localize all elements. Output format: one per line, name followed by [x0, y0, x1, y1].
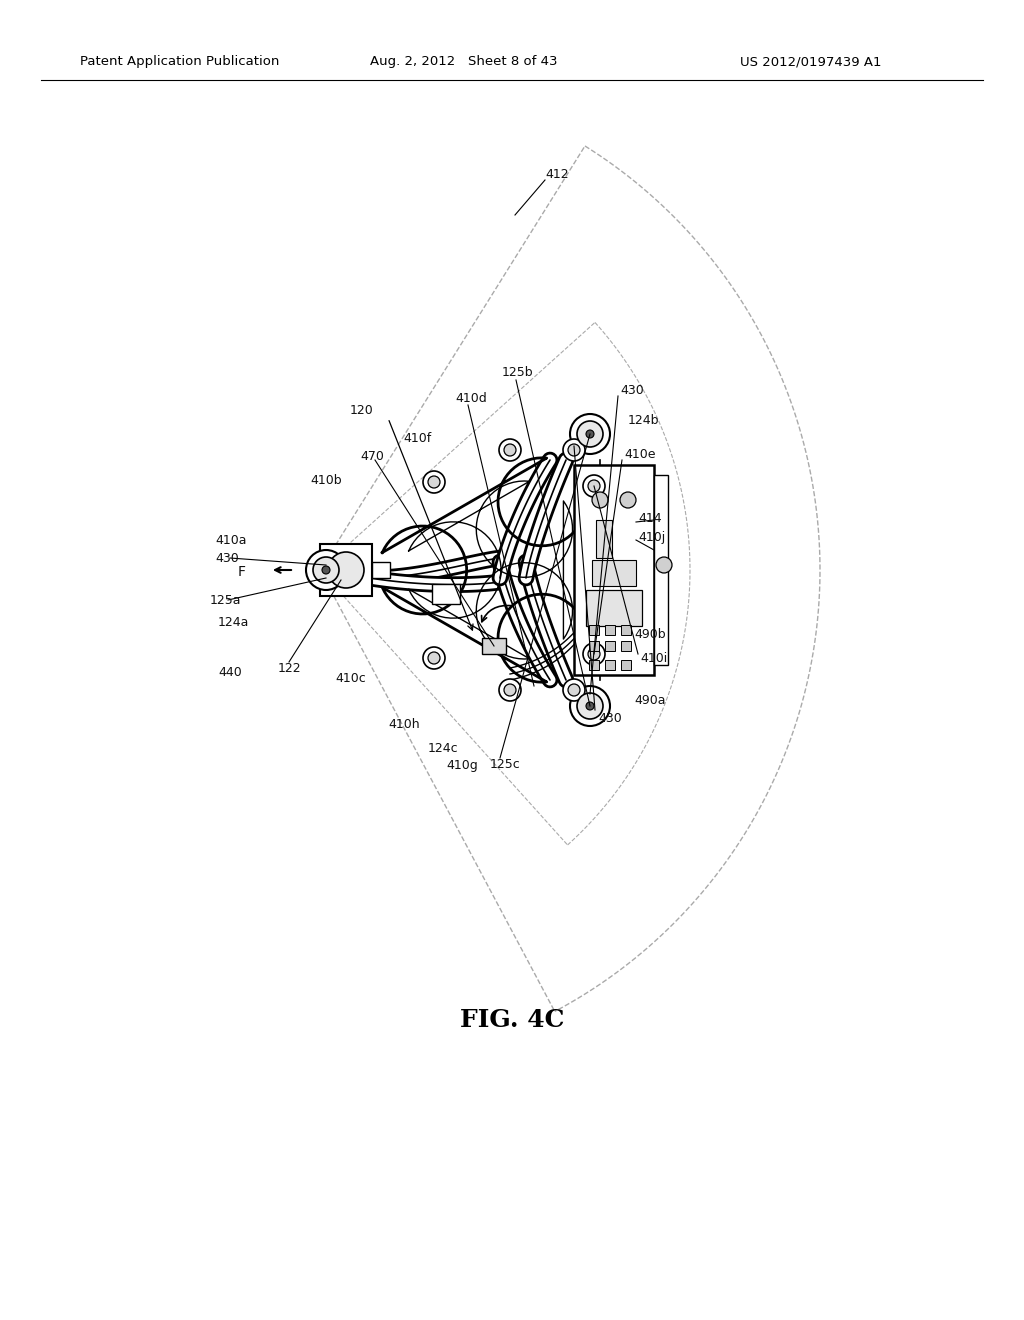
Circle shape	[656, 557, 672, 573]
FancyBboxPatch shape	[589, 642, 599, 651]
Circle shape	[577, 693, 603, 719]
Text: 410a: 410a	[215, 533, 247, 546]
Circle shape	[588, 480, 600, 492]
Text: 410i: 410i	[640, 652, 668, 664]
Text: 430: 430	[598, 711, 622, 725]
Text: FIG. 4C: FIG. 4C	[460, 1008, 564, 1032]
Text: 412: 412	[545, 169, 568, 181]
FancyBboxPatch shape	[605, 624, 615, 635]
Circle shape	[428, 652, 440, 664]
FancyBboxPatch shape	[621, 624, 631, 635]
Text: Patent Application Publication: Patent Application Publication	[80, 55, 280, 69]
FancyBboxPatch shape	[574, 465, 654, 675]
FancyBboxPatch shape	[592, 560, 636, 586]
Text: Aug. 2, 2012   Sheet 8 of 43: Aug. 2, 2012 Sheet 8 of 43	[370, 55, 557, 69]
FancyBboxPatch shape	[319, 544, 372, 597]
FancyBboxPatch shape	[586, 590, 642, 626]
Text: 430: 430	[215, 552, 239, 565]
Circle shape	[586, 430, 594, 438]
Text: F: F	[238, 565, 246, 579]
Circle shape	[592, 492, 608, 508]
Circle shape	[620, 492, 636, 508]
Text: 120: 120	[350, 404, 374, 417]
Circle shape	[568, 684, 580, 696]
FancyBboxPatch shape	[621, 642, 631, 651]
Circle shape	[328, 552, 364, 587]
Text: US 2012/0197439 A1: US 2012/0197439 A1	[740, 55, 882, 69]
FancyBboxPatch shape	[432, 583, 460, 605]
Circle shape	[563, 678, 585, 701]
Text: 410f: 410f	[403, 432, 431, 445]
Circle shape	[313, 557, 339, 583]
Circle shape	[499, 440, 521, 461]
Circle shape	[586, 702, 594, 710]
Circle shape	[504, 684, 516, 696]
Circle shape	[588, 648, 600, 660]
Text: 490a: 490a	[634, 693, 666, 706]
Circle shape	[322, 566, 330, 574]
Circle shape	[563, 440, 585, 461]
Text: 490b: 490b	[634, 628, 666, 642]
Circle shape	[570, 686, 610, 726]
Text: 410b: 410b	[310, 474, 342, 487]
Circle shape	[428, 477, 440, 488]
FancyBboxPatch shape	[372, 562, 390, 578]
Circle shape	[583, 475, 605, 498]
Text: 414: 414	[638, 511, 662, 524]
Circle shape	[306, 550, 346, 590]
Text: 410h: 410h	[388, 718, 420, 731]
Text: 430: 430	[620, 384, 644, 396]
Circle shape	[504, 444, 516, 455]
Circle shape	[423, 471, 445, 492]
Circle shape	[499, 678, 521, 701]
Text: 125a: 125a	[210, 594, 242, 606]
Text: 410c: 410c	[335, 672, 366, 685]
Text: 122: 122	[278, 661, 302, 675]
Text: 410j: 410j	[638, 532, 666, 544]
Text: 124a: 124a	[218, 615, 250, 628]
Circle shape	[583, 643, 605, 665]
Text: 124c: 124c	[428, 742, 459, 755]
FancyBboxPatch shape	[596, 520, 612, 558]
Circle shape	[570, 414, 610, 454]
Text: 410g: 410g	[446, 759, 478, 771]
Text: 125c: 125c	[490, 759, 521, 771]
FancyBboxPatch shape	[605, 660, 615, 671]
Circle shape	[423, 647, 445, 669]
FancyBboxPatch shape	[605, 642, 615, 651]
Text: 410d: 410d	[455, 392, 486, 404]
FancyBboxPatch shape	[589, 624, 599, 635]
Text: 410e: 410e	[624, 449, 655, 462]
Circle shape	[577, 421, 603, 447]
FancyBboxPatch shape	[482, 638, 506, 653]
FancyBboxPatch shape	[589, 660, 599, 671]
FancyBboxPatch shape	[621, 660, 631, 671]
Text: 470: 470	[360, 450, 384, 462]
Polygon shape	[382, 458, 586, 682]
Text: 125b: 125b	[502, 366, 534, 379]
FancyBboxPatch shape	[654, 475, 668, 665]
Circle shape	[568, 444, 580, 455]
Text: 124b: 124b	[628, 413, 659, 426]
Text: 440: 440	[218, 665, 242, 678]
